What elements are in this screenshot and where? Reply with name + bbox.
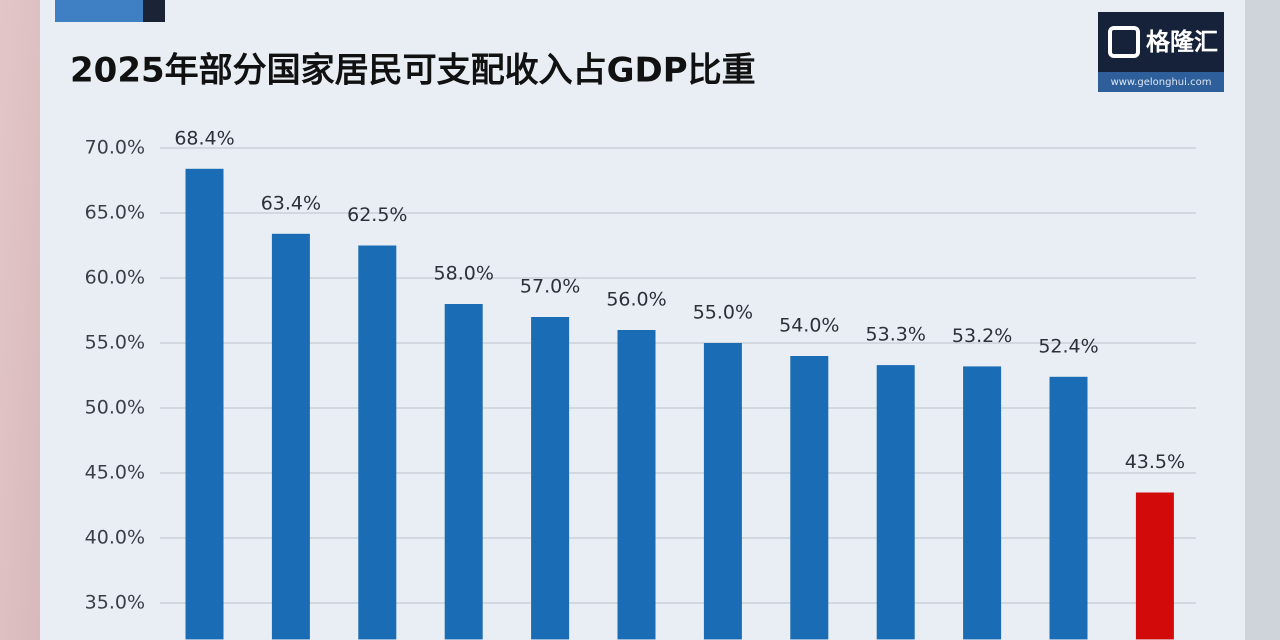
y-tick-label: 50.0% <box>85 397 145 419</box>
value-label: 55.0% <box>693 302 753 324</box>
bar <box>444 304 483 640</box>
bar <box>876 365 915 640</box>
bar <box>963 366 1002 640</box>
bar <box>358 245 397 640</box>
bar <box>703 343 742 640</box>
bar <box>617 330 656 640</box>
value-label: 53.3% <box>866 324 926 346</box>
y-tick-label: 65.0% <box>85 202 145 224</box>
chart-title: 2025年部分国家居民可支配收入占GDP比重 <box>70 51 756 91</box>
fabric-edge <box>0 0 40 640</box>
value-label: 53.2% <box>952 325 1012 347</box>
value-label: 62.5% <box>347 204 407 226</box>
bar <box>185 168 224 640</box>
bar <box>531 317 570 640</box>
bar <box>1135 492 1174 640</box>
logo-name: 格隆汇 <box>1146 28 1218 56</box>
y-tick-label: 45.0% <box>85 462 145 484</box>
bar <box>790 356 829 640</box>
value-label: 54.0% <box>779 315 839 337</box>
logo-icon <box>1108 26 1140 58</box>
bar <box>1049 376 1088 640</box>
logo-url: www.gelonghui.com <box>1111 77 1212 88</box>
plot: 35.0% 40.0% 45.0% 50.0% 55.0% 60.0% 65.0% 70.0%… <box>85 127 1196 640</box>
logo-strip <box>1098 72 1224 92</box>
y-tick-label: 55.0% <box>85 332 145 354</box>
bar <box>271 233 310 640</box>
y-tick-label: 40.0% <box>85 527 145 549</box>
value-label: 52.4% <box>1038 335 1098 357</box>
decor-block <box>143 0 165 22</box>
y-tick-label: 60.0% <box>85 267 145 289</box>
y-tick-label: 70.0% <box>85 137 145 159</box>
logo: 格隆汇 www.gelonghui.com <box>1098 12 1224 92</box>
value-label: 43.5% <box>1125 451 1185 473</box>
value-label: 68.4% <box>174 127 234 149</box>
value-label: 57.0% <box>520 276 580 298</box>
value-label: 63.4% <box>261 192 321 214</box>
decor-block <box>55 0 143 22</box>
y-tick-label: 35.0% <box>85 592 145 614</box>
value-label: 56.0% <box>606 289 666 311</box>
value-label: 58.0% <box>434 263 494 285</box>
